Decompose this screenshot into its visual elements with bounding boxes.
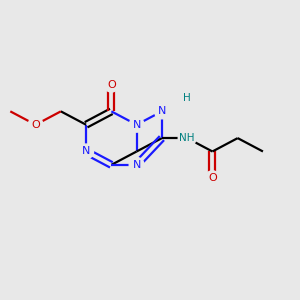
- Circle shape: [205, 171, 220, 186]
- Circle shape: [79, 144, 94, 159]
- Text: H: H: [183, 93, 191, 103]
- Circle shape: [129, 117, 144, 132]
- Circle shape: [154, 104, 169, 119]
- Text: N: N: [132, 120, 141, 130]
- Text: N: N: [82, 146, 90, 157]
- Circle shape: [129, 158, 144, 172]
- Circle shape: [182, 93, 193, 103]
- Text: O: O: [107, 80, 116, 90]
- Text: N: N: [158, 106, 166, 116]
- Text: N: N: [132, 160, 141, 170]
- Circle shape: [104, 77, 119, 92]
- Circle shape: [28, 117, 43, 132]
- Circle shape: [178, 129, 196, 147]
- Text: O: O: [208, 173, 217, 183]
- Text: NH: NH: [179, 133, 195, 143]
- Text: O: O: [31, 120, 40, 130]
